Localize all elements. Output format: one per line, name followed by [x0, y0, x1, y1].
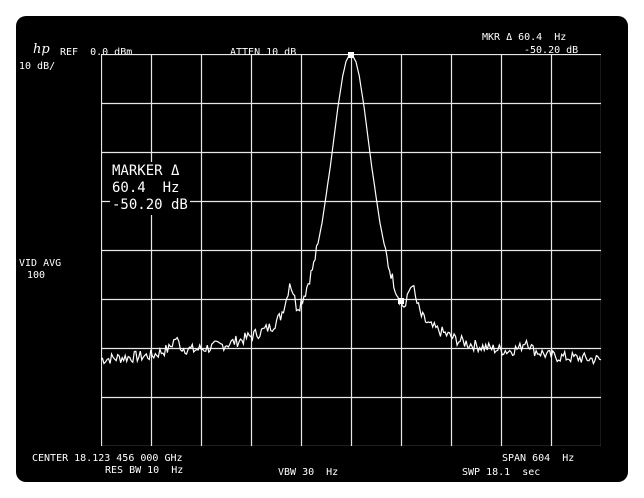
reference-level-readout: REF 0.0 dBm [60, 47, 133, 58]
sweep-time-readout: SWP 18.1 sec [462, 467, 541, 478]
resolution-bandwidth-readout: RES BW 10 Hz [105, 465, 184, 476]
marker-readout-frequency: 60.4 Hz [112, 180, 180, 196]
video-average-label: VID AVG [19, 258, 62, 269]
marker-readout-box: MARKER Δ 60.4 Hz -50.20 dB [110, 162, 190, 215]
marker-delta-frequency-readout: MKR Δ 60.4 Hz [482, 32, 567, 43]
hp-logo: hp [33, 42, 50, 57]
peak-marker [348, 52, 354, 58]
video-average-count: 100 [27, 270, 46, 281]
graticule [101, 54, 601, 446]
center-frequency-readout: CENTER 18.123 456 000 GHz [32, 453, 183, 464]
attenuation-readout: ATTEN 10 dB [230, 47, 297, 58]
trace-layer [100, 52, 602, 366]
marker-readout-title: MARKER Δ [112, 163, 180, 179]
span-readout: SPAN 604 Hz [502, 453, 575, 464]
video-bandwidth-readout: VBW 30 Hz [278, 467, 339, 478]
vertical-scale-readout: 10 dB/ [19, 61, 56, 72]
marker-delta-amplitude-readout: -50.20 dB [524, 45, 579, 56]
marker-readout-amplitude: -50.20 dB [112, 197, 188, 213]
delta-marker [398, 298, 404, 304]
spectrum-analyzer-screen: hp REF 0.0 dBm ATTEN 10 dB MKR Δ 60.4 Hz… [16, 16, 628, 482]
